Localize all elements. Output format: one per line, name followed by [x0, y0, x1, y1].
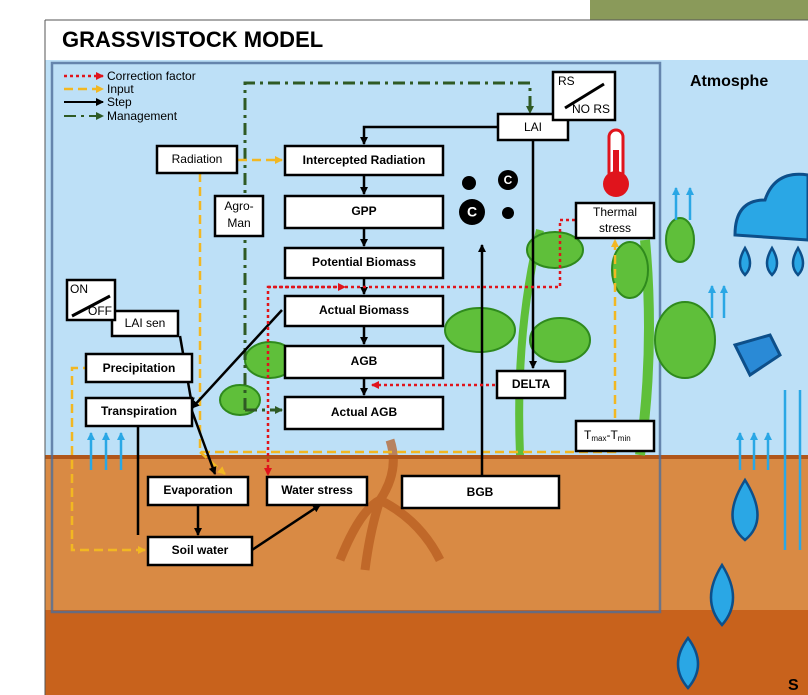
node-label: Soil water — [172, 543, 229, 557]
node-label: Radiation — [172, 152, 223, 166]
node-label: Actual AGB — [331, 405, 398, 419]
legend-label: Step — [107, 95, 132, 109]
node-label: Intercepted Radiation — [303, 153, 426, 167]
node-label: Man — [227, 216, 250, 230]
node-label: Water stress — [281, 483, 353, 497]
node-label: LAI sen — [125, 316, 166, 330]
node-label: LAI — [524, 120, 542, 134]
legend-label: Correction factor — [107, 69, 196, 83]
node-label: AGB — [351, 354, 378, 368]
node-label: BGB — [467, 485, 494, 499]
switch-label: ON — [70, 282, 88, 296]
switch-label: NO RS — [572, 102, 610, 116]
node-label: Potential Biomass — [312, 255, 416, 269]
side-label: S — [788, 677, 799, 694]
title: GRASSVISTOCK MODEL — [62, 27, 323, 52]
node-label: DELTA — [512, 377, 551, 391]
node-label: Evaporation — [163, 483, 232, 497]
carbon-label: C — [467, 204, 477, 220]
node-label: Transpiration — [101, 404, 177, 418]
node-label: GPP — [351, 204, 376, 218]
node-label-part: min — [618, 434, 631, 443]
side-label: Atmosphe — [690, 73, 768, 90]
legend-label: Input — [107, 82, 134, 96]
node-label-part: max — [591, 434, 606, 443]
node-label-part: -T — [606, 428, 618, 442]
carbon-label: C — [504, 173, 513, 187]
diagram: GRASSVISTOCK MODEL Atmosphe S Correction… — [0, 0, 808, 695]
node-label: Actual Biomass — [319, 303, 409, 317]
node-label: Thermal — [593, 205, 637, 219]
legend-label: Management — [107, 109, 178, 123]
node-label: Agro- — [224, 199, 253, 213]
switch-label: RS — [558, 74, 575, 88]
node-label: stress — [599, 221, 631, 235]
switch-label: OFF — [88, 304, 112, 318]
node-label: Precipitation — [103, 361, 176, 375]
